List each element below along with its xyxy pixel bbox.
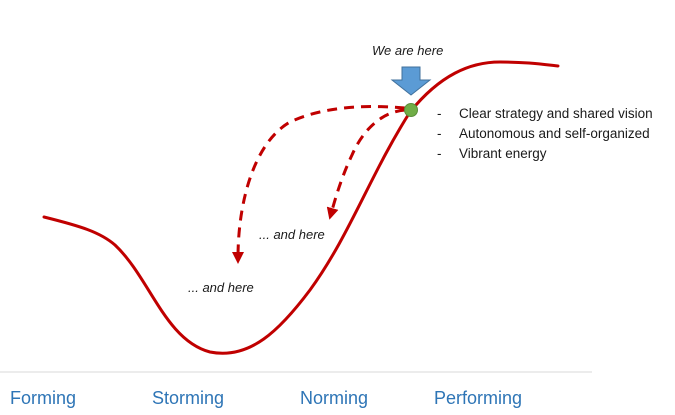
stage-performing: Performing <box>434 388 523 408</box>
down-arrow-icon <box>390 66 432 96</box>
attribute-text: Clear strategy and shared vision <box>459 106 653 121</box>
attribute-item: - Autonomous and self-organized <box>437 126 650 141</box>
attribute-item: - Clear strategy and shared vision <box>437 106 653 121</box>
we-are-here-label: We are here <box>372 43 444 58</box>
stage-norming: Norming <box>300 388 369 408</box>
stage-forming: Forming <box>10 388 77 408</box>
performing-attributes-list: - Clear strategy and shared vision - Auton… <box>437 104 653 164</box>
current-position-dot <box>404 103 418 117</box>
attribute-text: Autonomous and self-organized <box>459 126 650 141</box>
performance-curve <box>42 60 560 355</box>
and-here-label-near: ... and here <box>259 227 325 242</box>
regression-arrow-near <box>326 108 406 220</box>
stage-storming: Storming <box>152 388 225 408</box>
attribute-item: - Vibrant energy <box>437 146 547 161</box>
and-here-label-far: ... and here <box>188 280 254 295</box>
regression-arrow-far <box>232 105 406 264</box>
attribute-text: Vibrant energy <box>459 146 547 161</box>
